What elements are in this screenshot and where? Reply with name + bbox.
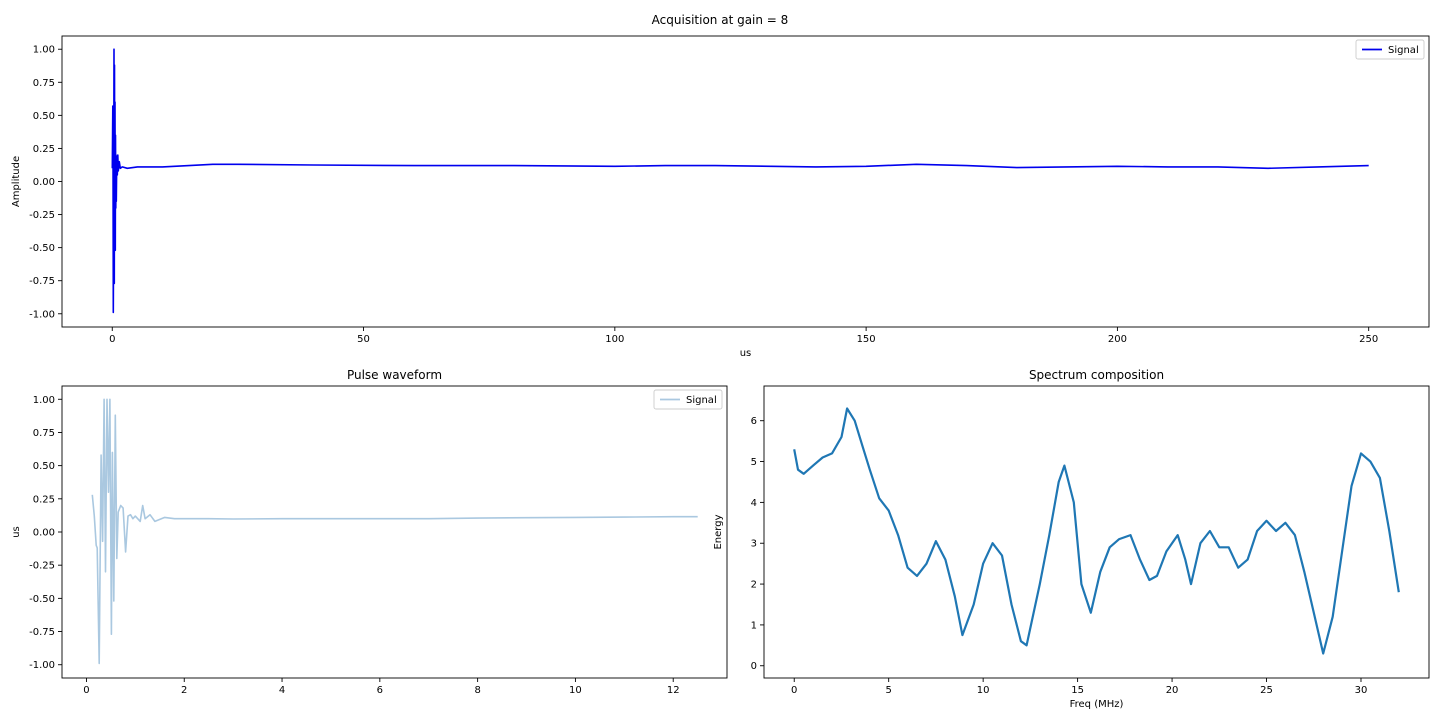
y-tick-label: 0.00 — [33, 177, 55, 188]
x-tick-label: 20 — [1166, 685, 1179, 696]
y-tick-label: -0.50 — [29, 243, 55, 254]
series-line-spectrum — [793, 407, 1400, 655]
y-axis-label: Energy — [713, 514, 724, 549]
y-tick-label: 2 — [751, 580, 757, 591]
x-tick-label: 10 — [569, 685, 582, 696]
x-tick-label: 15 — [1071, 685, 1084, 696]
y-tick-label: 6 — [751, 416, 757, 427]
y-tick-label: 4 — [751, 498, 757, 509]
y-tick-label: 0.00 — [33, 528, 55, 539]
y-tick-label: -0.25 — [29, 210, 55, 221]
legend: Signal — [1355, 39, 1425, 60]
x-axis-label: us — [740, 348, 752, 359]
x-tick-label: 6 — [377, 685, 383, 696]
x-tick-label: 8 — [474, 685, 480, 696]
y-tick-label: 5 — [751, 457, 757, 468]
legend-label: Signal — [1388, 45, 1419, 56]
y-tick-label: 0.25 — [33, 144, 55, 155]
x-tick-label: 4 — [279, 685, 285, 696]
y-tick-label: -0.75 — [29, 627, 55, 638]
legend-label: Signal — [686, 395, 717, 406]
y-tick-label: -1.00 — [29, 660, 55, 671]
axes-frame — [763, 385, 1430, 679]
series-line-signal — [111, 48, 1369, 314]
x-tick-label: 5 — [886, 685, 892, 696]
x-tick-label: 10 — [977, 685, 990, 696]
axes-frame — [61, 385, 728, 679]
pulse-waveform-chart: Pulse waveform 0 2 4 6 8 10 12 -1.00 -0.75 -0.50 -0… — [11, 368, 728, 696]
x-tick-label: 100 — [605, 334, 624, 345]
y-axis-label: Amplitude — [11, 156, 22, 207]
y-tick-label: 1.00 — [33, 395, 55, 406]
x-tick-label: 150 — [857, 334, 876, 345]
x-tick-label: 50 — [357, 334, 370, 345]
x-tick-label: 200 — [1108, 334, 1127, 345]
axes-frame — [61, 35, 1430, 328]
x-tick-label: 12 — [667, 685, 680, 696]
chart-title: Pulse waveform — [347, 368, 442, 382]
legend-box — [653, 389, 723, 410]
x-tick-label: 2 — [181, 685, 187, 696]
y-tick-label: -0.75 — [29, 276, 55, 287]
x-tick-label: 0 — [791, 685, 797, 696]
x-tick-label: 0 — [83, 685, 89, 696]
y-tick-label: 0.75 — [33, 428, 55, 439]
y-tick-label: 0 — [751, 661, 757, 672]
y-tick-label: -0.50 — [29, 594, 55, 605]
y-tick-label: 1.00 — [33, 45, 55, 56]
x-tick-label: 25 — [1260, 685, 1273, 696]
y-tick-label: 0.75 — [33, 78, 55, 89]
spectrum-composition-chart: Spectrum composition 0 5 10 15 20 25 30 0 1 2 3 4 5 6 F… — [713, 368, 1430, 710]
figure-suptitle: Acquisition at gain = 8 — [652, 13, 789, 27]
y-tick-label: 1 — [751, 620, 757, 631]
x-tick-label: 0 — [109, 334, 115, 345]
x-tick-label: 30 — [1355, 685, 1368, 696]
y-tick-label: 0.50 — [33, 461, 55, 472]
amplitude-chart: 0 50 100 150 200 250 -1.00 -0.75 -0.50 -0.25 0.00 0… — [11, 35, 1430, 359]
legend: Signal — [653, 389, 723, 410]
series-line-signal — [91, 398, 698, 665]
x-tick-label: 250 — [1359, 334, 1378, 345]
legend-box — [1355, 39, 1425, 60]
x-axis-label: Freq (MHz) — [1070, 699, 1124, 710]
chart-title: Spectrum composition — [1029, 368, 1164, 382]
y-tick-label: -1.00 — [29, 309, 55, 320]
y-tick-label: 3 — [751, 539, 757, 550]
y-tick-label: 0.25 — [33, 494, 55, 505]
y-tick-label: 0.50 — [33, 111, 55, 122]
y-tick-label: -0.25 — [29, 561, 55, 572]
y-axis-label: us — [11, 526, 22, 538]
